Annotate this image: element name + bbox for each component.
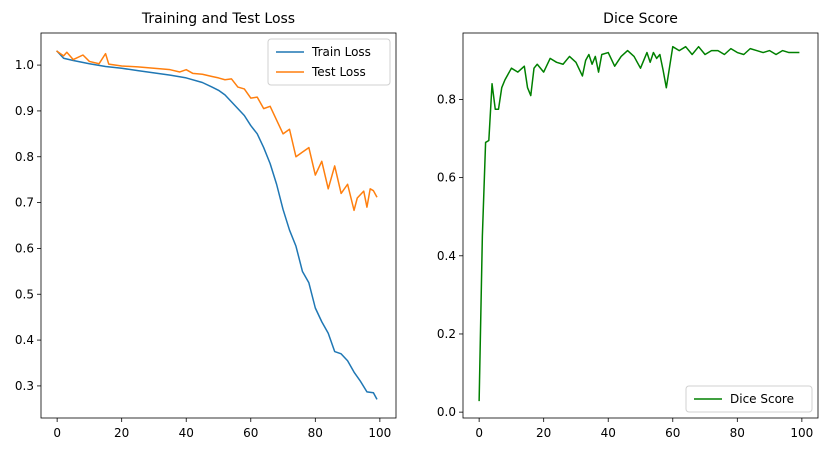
- legend: Train Loss Test Loss: [267, 38, 391, 86]
- y-tick-label: 0.5: [15, 287, 34, 301]
- x-tick-label: 20: [114, 426, 129, 440]
- y-tick-label: 0.8: [437, 92, 456, 106]
- x-tick-label: 100: [790, 426, 813, 440]
- loss-panel: Training and Test Loss 0 20 40 60 80 100 0.3 0.4…: [15, 11, 397, 440]
- dice-panel: Dice Score 0 20 40 60 80 100 0.0 0.2 0.4 0.6 0.8 Dic…: [437, 11, 819, 440]
- x-tick-label: 60: [243, 426, 258, 440]
- x-tick-label: 80: [308, 426, 323, 440]
- y-tick-label: 0.8: [15, 150, 34, 164]
- x-tick-label: 80: [730, 426, 745, 440]
- legend-label: Test Loss: [311, 65, 366, 79]
- y-tick-label: 0.4: [15, 333, 34, 347]
- legend-box: [267, 38, 391, 86]
- chart-title: Dice Score: [603, 11, 678, 27]
- y-tick-label: 0.3: [15, 379, 34, 393]
- x-tick-label: 60: [665, 426, 680, 440]
- x-tick-label: 0: [53, 426, 61, 440]
- axes-frame: [462, 32, 819, 419]
- x-tick-label: 40: [179, 426, 194, 440]
- series-line-test-loss: [56, 50, 378, 212]
- y-tick-label: 0.6: [15, 241, 34, 255]
- series-line-train-loss: [56, 50, 378, 400]
- y-tick-label: 0.7: [15, 196, 34, 210]
- y-tick-label: 0.9: [15, 104, 34, 118]
- chart-title: Training and Test Loss: [141, 11, 295, 27]
- legend-box: [685, 385, 813, 413]
- series-line-dice-score: [478, 45, 800, 402]
- y-tick-label: 1.0: [15, 58, 34, 72]
- legend-label: Dice Score: [730, 392, 794, 406]
- y-tick-label: 0.4: [437, 249, 456, 263]
- x-tick-label: 100: [368, 426, 391, 440]
- x-tick-label: 0: [475, 426, 483, 440]
- y-tick-label: 0.0: [437, 405, 456, 419]
- x-tick-label: 20: [536, 426, 551, 440]
- x-tick-label: 40: [601, 426, 616, 440]
- legend-label: Train Loss: [311, 45, 371, 59]
- y-tick-label: 0.6: [437, 171, 456, 185]
- axes-frame: [40, 32, 397, 419]
- y-tick-label: 0.2: [437, 327, 456, 341]
- legend: Dice Score: [685, 385, 813, 413]
